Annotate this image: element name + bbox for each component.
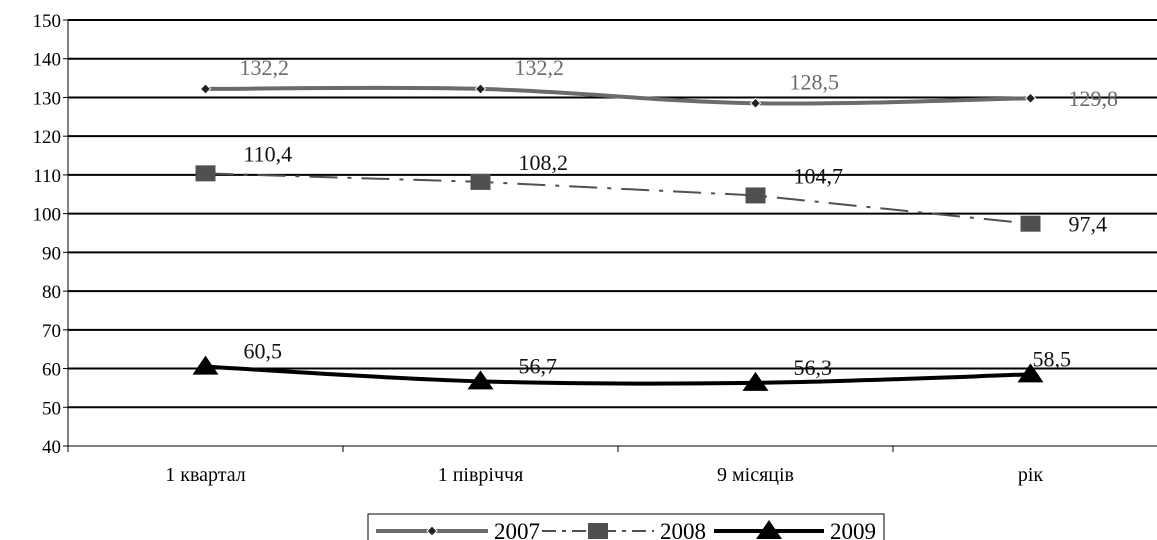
- x-tick-label: 9 місяців: [717, 464, 794, 486]
- y-tick-label: 70: [42, 321, 61, 342]
- y-tick-label: 90: [42, 243, 61, 264]
- data-label-2008: 104,7: [794, 163, 844, 188]
- legend-box: [367, 513, 885, 540]
- data-labels: 132,2 132,2 128,5 129,8 110,4 108,2 104,7 97,4 6…: [240, 55, 1119, 380]
- y-tick-label: 140: [33, 50, 62, 71]
- data-label-2009: 56,7: [519, 353, 558, 378]
- data-label-2009: 56,3: [794, 355, 833, 380]
- data-label-2009: 60,5: [244, 339, 283, 364]
- y-tick-label: 60: [42, 360, 61, 381]
- data-point-2009: [467, 370, 494, 390]
- data-point-2009: [742, 371, 769, 391]
- x-tick-label: рік: [1018, 464, 1044, 486]
- legend-label-2008: 2008: [660, 519, 706, 540]
- legend: 2007 2008 2009: [367, 513, 885, 540]
- y-tick-label: 80: [42, 282, 61, 303]
- data-label-2008: 97,4: [1069, 212, 1108, 237]
- legend-marker-2008: [588, 523, 608, 539]
- data-point-2007: [474, 83, 487, 95]
- legend-marker-2007: [426, 525, 438, 537]
- y-tick-label: 50: [42, 398, 61, 419]
- data-point-2008: [470, 173, 491, 190]
- gridlines: [68, 19, 1157, 409]
- y-axis-ticks: 40 50 60 70 80 90 100 110 120 130 140 150: [33, 11, 68, 458]
- data-label-2009: 58,5: [1033, 346, 1072, 371]
- legend-label-2007: 2007: [494, 519, 540, 540]
- y-tick-label: 100: [33, 205, 62, 226]
- series-line-2008: [205, 172, 1031, 225]
- x-axis-ticks: 1 квартал 1 півріччя 9 місяців рік: [67, 446, 1044, 486]
- data-label-2007: 128,5: [790, 69, 840, 94]
- data-point-2007: [199, 83, 212, 95]
- data-point-2009: [1017, 363, 1044, 383]
- data-point-2008: [745, 187, 766, 204]
- x-tick-label: 1 півріччя: [438, 464, 524, 486]
- series-line-2007: [205, 85, 1031, 106]
- y-tick-label: 130: [33, 88, 62, 109]
- data-label-2007: 129,8: [1069, 86, 1119, 111]
- data-point-2009: [192, 355, 219, 375]
- data-point-2008: [1020, 215, 1041, 232]
- data-label-2008: 108,2: [519, 150, 569, 175]
- data-point-2007: [1024, 92, 1037, 104]
- data-label-2008: 110,4: [244, 141, 293, 166]
- y-tick-label: 150: [33, 11, 62, 32]
- data-point-2007: [749, 97, 762, 109]
- y-tick-label: 110: [33, 166, 61, 187]
- series-line-2009: [205, 364, 1031, 386]
- legend-marker-2009: [756, 520, 782, 539]
- y-tick-label: 40: [42, 437, 61, 458]
- data-label-2007: 132,2: [515, 55, 565, 80]
- data-point-2008: [195, 165, 216, 182]
- y-tick-label: 120: [33, 127, 62, 148]
- legend-label-2009: 2009: [830, 519, 876, 540]
- series-group: [192, 83, 1044, 391]
- data-label-2007: 132,2: [240, 55, 290, 80]
- x-tick-label: 1 квартал: [165, 464, 246, 486]
